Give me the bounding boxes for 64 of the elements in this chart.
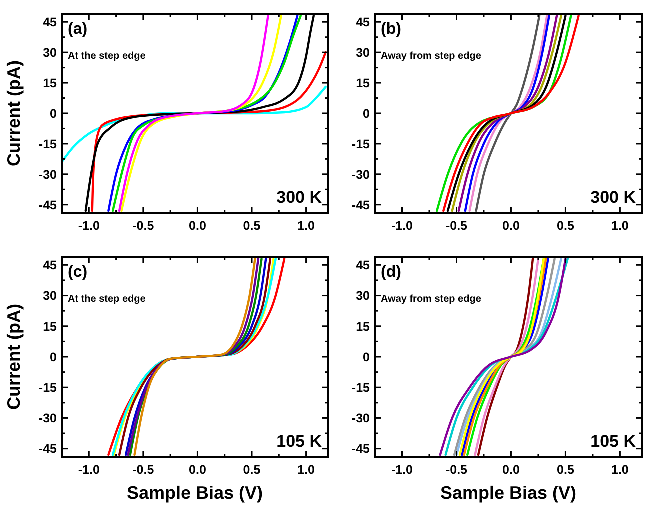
annotation: Away from step edge <box>381 51 482 62</box>
x-tick-label: -1.0 <box>391 219 414 233</box>
annotation: Away from step edge <box>381 294 482 305</box>
annotation: 300 K <box>590 188 637 207</box>
y-tick-label: 30 <box>43 46 58 60</box>
x-tick-label: 0.0 <box>502 463 520 477</box>
annotation: At the step edge <box>68 294 146 305</box>
x-tick-label: -0.5 <box>132 463 154 477</box>
y-tick-label: 30 <box>356 46 370 60</box>
x-tick-label: 0.5 <box>243 463 261 477</box>
x-tick-label: -1.0 <box>78 219 100 233</box>
y-tick-label: -45 <box>38 442 58 456</box>
y-tick-label: 15 <box>356 76 370 90</box>
x-tick-label: 0.5 <box>243 219 261 233</box>
annotation: 105 K <box>590 432 637 451</box>
annotation: (b) <box>381 21 402 38</box>
annotation: (c) <box>68 264 88 281</box>
y-tick-label: -45 <box>38 198 58 212</box>
y-tick-label: 45 <box>356 15 370 30</box>
y-tick-label: 15 <box>43 320 58 334</box>
y-tick-label: 0 <box>363 106 370 121</box>
x-tick-label: -0.5 <box>446 219 468 233</box>
y-tick-label: 0 <box>50 106 58 121</box>
x-tick-label: 0.5 <box>557 463 574 477</box>
y-tick-label: 0 <box>363 350 370 364</box>
x-tick-label: -1.0 <box>78 463 100 477</box>
annotation: 300 K <box>276 188 323 207</box>
x-axis-title: Sample Bias (V) <box>440 483 577 503</box>
y-tick-label: -30 <box>38 412 58 426</box>
y-tick-label: 45 <box>356 258 370 273</box>
x-tick-label: 0.0 <box>189 219 206 233</box>
y-tick-label: 0 <box>50 350 58 364</box>
y-axis-title: Current (pA) <box>4 304 24 410</box>
x-tick-label: 0.0 <box>502 219 520 233</box>
x-tick-label: -1.0 <box>391 463 414 477</box>
y-tick-label: -15 <box>38 137 58 152</box>
y-tick-label: -45 <box>352 198 370 212</box>
y-tick-label: -15 <box>352 380 370 395</box>
x-tick-label: 1.0 <box>612 219 629 233</box>
x-tick-label: 0.0 <box>189 463 206 477</box>
y-tick-label: -45 <box>352 442 370 456</box>
y-tick-label: -30 <box>352 168 370 182</box>
y-axis-title: Current (pA) <box>4 60 24 166</box>
y-tick-label: 45 <box>43 258 58 273</box>
y-tick-label: 15 <box>356 320 370 334</box>
x-tick-label: 1.0 <box>298 219 316 233</box>
x-tick-label: 1.0 <box>298 463 316 477</box>
x-axis-title: Sample Bias (V) <box>126 483 264 503</box>
y-tick-label: -30 <box>352 412 370 426</box>
x-tick-label: -0.5 <box>132 219 154 233</box>
x-tick-label: -0.5 <box>446 463 468 477</box>
y-tick-label: -30 <box>38 168 58 182</box>
y-tick-label: -15 <box>352 137 370 152</box>
x-tick-label: 0.5 <box>557 219 574 233</box>
annotation: 105 K <box>276 432 323 451</box>
annotation: At the step edge <box>68 51 146 62</box>
y-tick-label: 30 <box>356 289 370 304</box>
y-tick-label: 30 <box>43 289 58 304</box>
x-tick-label: 1.0 <box>612 463 629 477</box>
annotation: (a) <box>68 21 88 38</box>
annotation: (d) <box>381 264 402 281</box>
y-tick-label: 45 <box>43 15 58 30</box>
y-tick-label: 15 <box>43 76 58 90</box>
y-tick-label: -15 <box>38 380 58 395</box>
